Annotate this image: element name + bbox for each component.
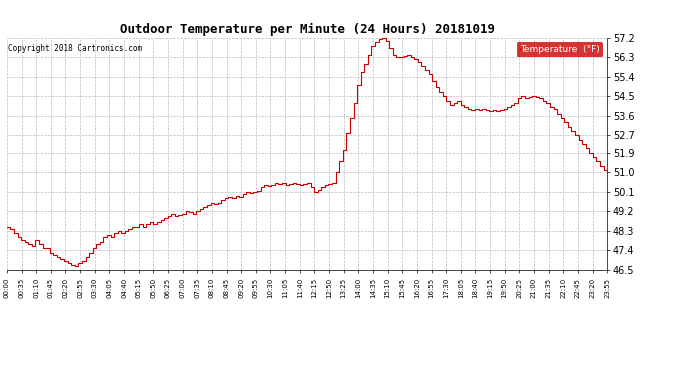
Legend: Temperature  (°F): Temperature (°F) bbox=[517, 42, 602, 57]
Text: Copyright 2018 Cartronics.com: Copyright 2018 Cartronics.com bbox=[8, 45, 142, 54]
Title: Outdoor Temperature per Minute (24 Hours) 20181019: Outdoor Temperature per Minute (24 Hours… bbox=[119, 23, 495, 36]
